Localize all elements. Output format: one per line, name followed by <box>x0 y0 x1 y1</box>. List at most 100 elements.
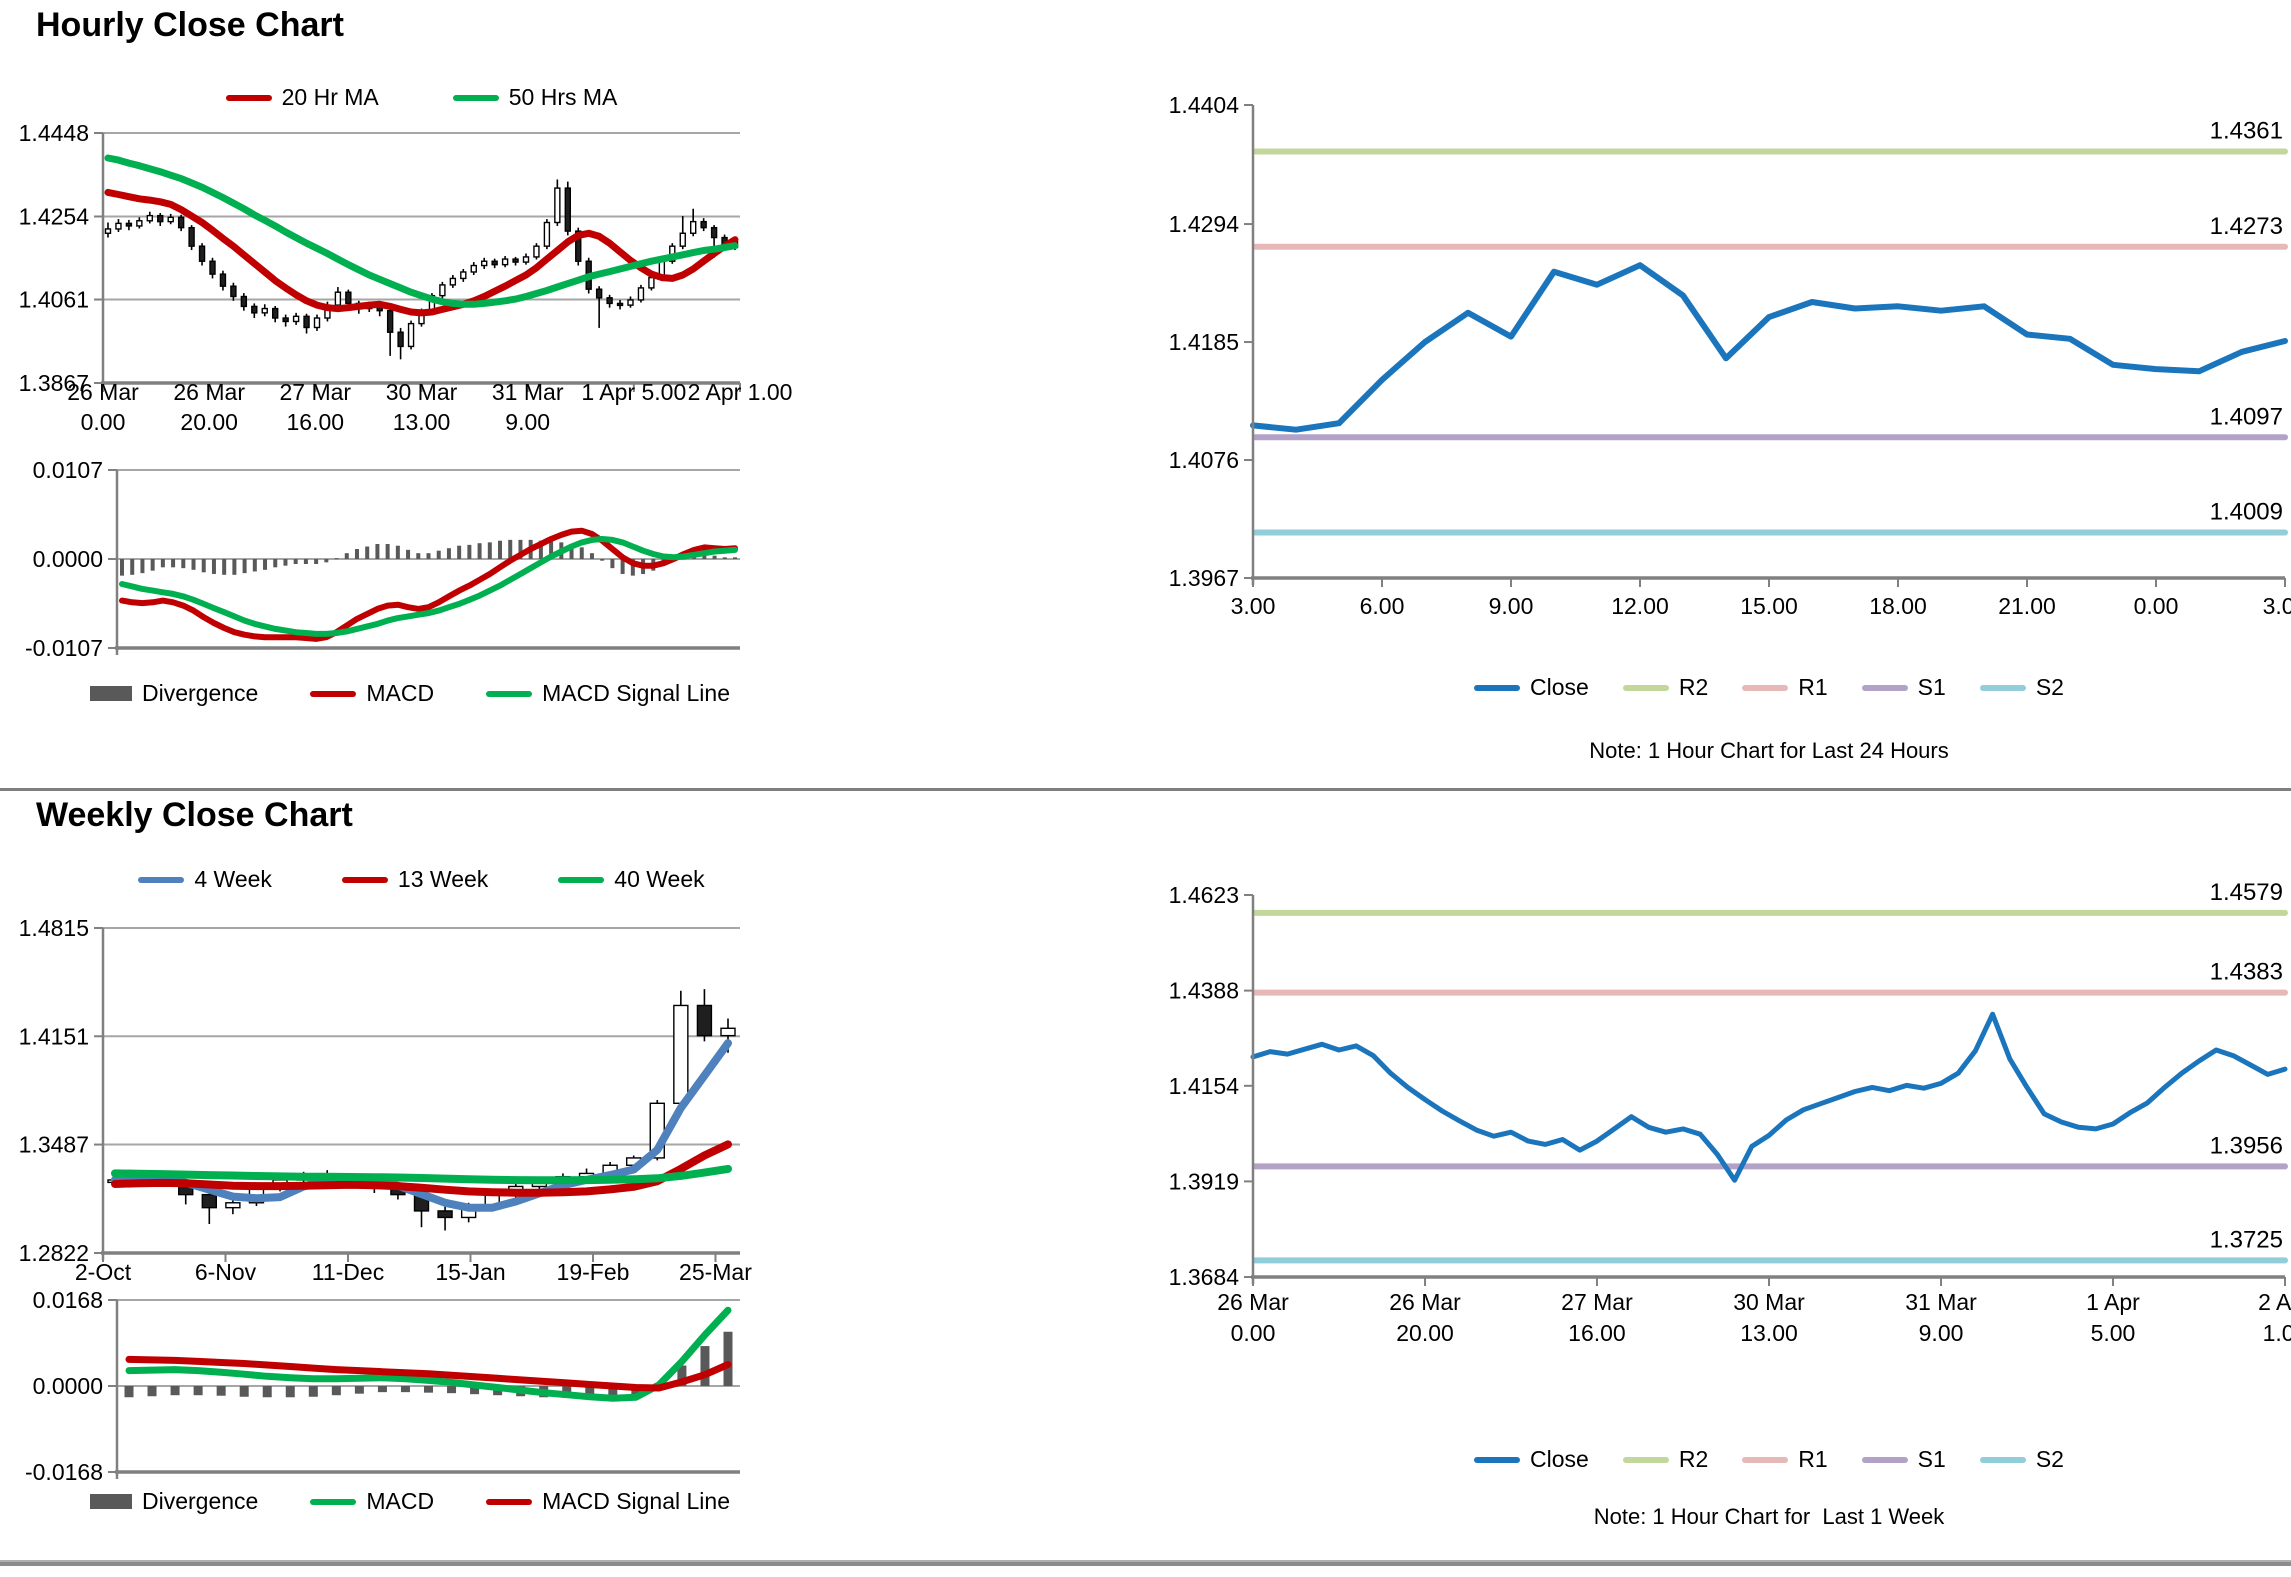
legend-item-macd: MACD <box>310 1488 434 1515</box>
svg-text:6.00: 6.00 <box>1360 593 1405 619</box>
legend-label: S1 <box>1917 1446 1946 1472</box>
svg-text:1.3919: 1.3919 <box>1169 1168 1239 1194</box>
svg-text:30 Mar: 30 Mar <box>386 379 458 405</box>
svg-text:1.3967: 1.3967 <box>1169 565 1239 591</box>
svg-text:13.00: 13.00 <box>1740 1320 1798 1346</box>
legend-label: 20 Hr MA <box>281 84 379 110</box>
svg-text:1.4061: 1.4061 <box>19 287 89 313</box>
svg-text:27 Mar: 27 Mar <box>1561 1289 1633 1315</box>
s2-swatch-icon <box>1979 684 2026 691</box>
svg-text:0.00: 0.00 <box>2134 593 2179 619</box>
svg-text:20.00: 20.00 <box>1396 1320 1454 1346</box>
legend-item-13-week: 13 Week <box>341 866 488 893</box>
svg-text:3.00: 3.00 <box>2263 593 2291 619</box>
bottom-divider <box>0 1560 2291 1566</box>
svg-text:-0.0107: -0.0107 <box>25 635 103 661</box>
divergence-swatch-icon <box>90 1494 132 1509</box>
svg-text:16.00: 16.00 <box>287 409 345 435</box>
svg-text:11-Dec: 11-Dec <box>312 1259 384 1285</box>
r1-swatch-icon <box>1742 1456 1789 1463</box>
series-close <box>1250 1011 2288 1183</box>
svg-text:0.0000: 0.0000 <box>33 546 103 572</box>
legend-item-macd: MACD <box>310 680 434 707</box>
legend-label: R1 <box>1798 1446 1828 1472</box>
hourly-pivot-legend: Close R2 R1 S1 S2 <box>1253 674 2285 701</box>
legend-item-divergence: Divergence <box>90 680 258 707</box>
svg-text:1.4815: 1.4815 <box>19 915 89 941</box>
legend-label: Divergence <box>142 680 259 706</box>
svg-text:9.00: 9.00 <box>1919 1320 1964 1346</box>
legend-label: 40 Week <box>614 866 705 892</box>
svg-text:25-Mar: 25-Mar <box>679 1259 752 1285</box>
legend-item-40-week: 40 Week <box>558 866 705 893</box>
series-macd <box>125 1306 732 1402</box>
legend-item-20-hr-ma: 20 Hr MA <box>225 84 379 111</box>
weekly-section-title: Weekly Close Chart <box>36 796 353 834</box>
hourly-price-legend: 20 Hr MA 50 Hrs MA <box>103 84 740 111</box>
legend-item-close: Close <box>1474 1446 1589 1473</box>
svg-text:1.4151: 1.4151 <box>19 1023 89 1049</box>
svg-text:2 Apr: 2 Apr <box>2258 1289 2291 1315</box>
legend-label: R2 <box>1678 674 1709 700</box>
weekly-pivot-note: Note: 1 Hour Chart for Last 1 Week <box>1593 1504 1945 1529</box>
legend-item-r1: R1 <box>1742 674 1828 701</box>
legend-label: Close <box>1530 674 1589 700</box>
svg-text:13.00: 13.00 <box>393 409 451 435</box>
40-week-swatch-icon <box>558 876 605 883</box>
macd-signal-line-swatch-icon <box>486 690 533 697</box>
hourly-pivot-note: Note: 1 Hour Chart for Last 24 Hours <box>1589 738 1949 763</box>
svg-text:1.4154: 1.4154 <box>1169 1073 1240 1099</box>
svg-text:0.00: 0.00 <box>81 409 126 435</box>
svg-text:1.4448: 1.4448 <box>19 120 89 146</box>
svg-text:2 Apr 1.00: 2 Apr 1.00 <box>688 379 793 405</box>
svg-text:26 Mar: 26 Mar <box>1217 1289 1289 1315</box>
series-close <box>1250 262 2288 433</box>
svg-text:1.4294: 1.4294 <box>1169 211 1240 237</box>
chart-weekly-pivot: 1.4623 1.4388 1.4154 1.3919 1.3684 1.4579 1.43… <box>1169 879 2291 1346</box>
series-40-week <box>111 1164 732 1185</box>
svg-text:0.0107: 0.0107 <box>33 457 103 483</box>
svg-text:20.00: 20.00 <box>180 409 238 435</box>
legend-label: 4 Week <box>194 866 272 892</box>
svg-text:26 Mar: 26 Mar <box>173 379 245 405</box>
legend-item-r2: R2 <box>1622 674 1709 701</box>
svg-text:1.4254: 1.4254 <box>19 203 90 229</box>
4-week-swatch-icon <box>138 876 185 883</box>
svg-text:19-Feb: 19-Feb <box>557 1259 630 1285</box>
svg-text:27 Mar: 27 Mar <box>280 379 352 405</box>
r2-swatch-icon <box>1622 684 1669 691</box>
svg-text:1.4076: 1.4076 <box>1169 447 1239 473</box>
series-13-week <box>111 1140 732 1197</box>
s1-swatch-icon <box>1861 684 1908 691</box>
series-4-week <box>111 1039 732 1212</box>
macd-signal-line-swatch-icon <box>486 1498 533 1505</box>
legend-label: R2 <box>1678 1446 1709 1472</box>
macd-swatch-icon <box>310 1498 357 1505</box>
svg-text:1.4623: 1.4623 <box>1169 882 1239 908</box>
svg-text:15-Jan: 15-Jan <box>435 1259 505 1285</box>
weekly-pivot-legend: Close R2 R1 S1 S2 <box>1253 1446 2285 1473</box>
level-label-r2: 1.4579 <box>2210 879 2283 906</box>
legend-label: R1 <box>1798 674 1828 700</box>
chart-hourly-pivot: 1.4404 1.4294 1.4185 1.4076 1.3967 1.4361 1.42… <box>1169 92 2291 619</box>
legend-label: S2 <box>2035 674 2064 700</box>
svg-text:1.3684: 1.3684 <box>1169 1264 1240 1290</box>
svg-text:0.0000: 0.0000 <box>33 1373 103 1399</box>
series-20-hr-ma <box>104 188 739 317</box>
svg-text:18.00: 18.00 <box>1869 593 1927 619</box>
level-label-s1: 1.4097 <box>2210 403 2283 430</box>
svg-text:21.00: 21.00 <box>1998 593 2056 619</box>
s2-swatch-icon <box>1979 1456 2026 1463</box>
svg-text:1 Apr 5.00: 1 Apr 5.00 <box>581 379 686 405</box>
level-label-s2: 1.4009 <box>2210 499 2283 526</box>
legend-label: 50 Hrs MA <box>508 84 618 110</box>
chart-weekly-macd: 0.0168 0.0000 -0.0168 <box>25 1287 740 1485</box>
series-macd-signal-line <box>119 536 738 637</box>
r2-swatch-icon <box>1622 1456 1669 1463</box>
svg-text:1.4404: 1.4404 <box>1169 92 1240 118</box>
svg-text:1.2822: 1.2822 <box>19 1240 89 1266</box>
svg-text:2-Oct: 2-Oct <box>75 1259 132 1285</box>
s1-swatch-icon <box>1861 1456 1908 1463</box>
legend-item-r2: R2 <box>1622 1446 1709 1473</box>
